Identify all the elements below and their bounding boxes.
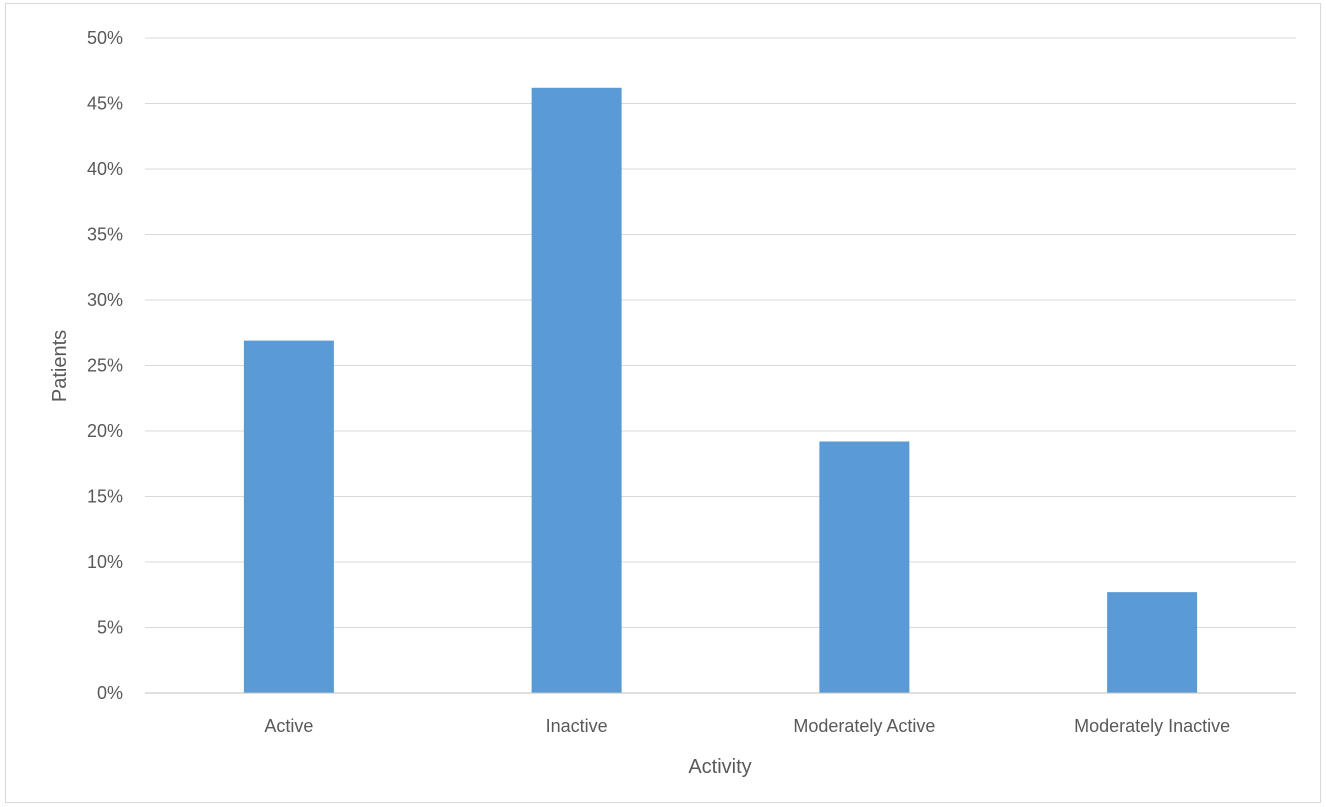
x-tick-label: Moderately Active (793, 716, 935, 736)
chart-frame (5, 3, 1321, 803)
y-tick-label: 30% (87, 290, 123, 310)
y-tick-label: 45% (87, 94, 123, 114)
bar (531, 87, 622, 693)
bar (819, 441, 910, 693)
bar (243, 340, 334, 693)
y-tick-label: 20% (87, 421, 123, 441)
x-tick-label: Moderately Inactive (1074, 716, 1230, 736)
x-axis-title: Activity (688, 756, 751, 778)
y-tick-label: 15% (87, 487, 123, 507)
y-tick-label: 40% (87, 159, 123, 179)
bar (1107, 592, 1198, 693)
y-tick-label: 35% (87, 225, 123, 245)
y-tick-labels: 0% 5% 10% 15% 20% 25% 30% 35% 40% 45% 50% (87, 28, 123, 703)
bars (243, 87, 1198, 693)
y-tick-label: 5% (97, 618, 123, 638)
x-tick-label: Active (264, 716, 313, 736)
gridlines (145, 37, 1296, 628)
x-tick-label: Inactive (546, 716, 608, 736)
y-tick-label: 25% (87, 356, 123, 376)
y-tick-label: 0% (97, 683, 123, 703)
y-tick-label: 50% (87, 28, 123, 48)
y-tick-label: 10% (87, 552, 123, 572)
y-axis-title: Patients (49, 330, 71, 402)
x-tick-labels: Active Inactive Moderately Active Moderatel… (264, 716, 1230, 736)
